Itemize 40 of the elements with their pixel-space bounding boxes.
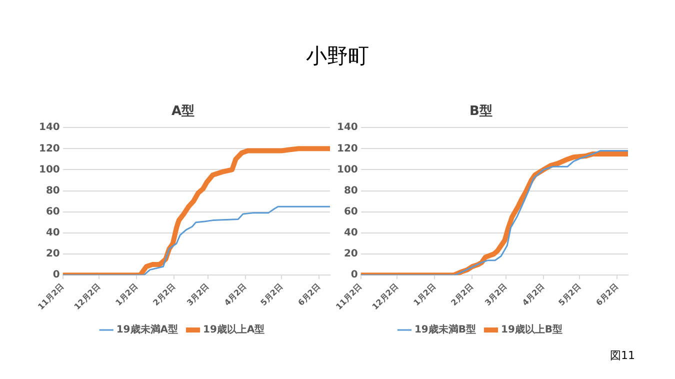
x-tick-label: 11月2日: [36, 282, 66, 312]
legend-label: 19歳以上B型: [501, 324, 563, 336]
x-tick-label: 1月2日: [412, 282, 438, 308]
legend-label: 19歳未満B型: [414, 324, 476, 336]
y-tick-label: 60: [46, 206, 60, 218]
x-tick-label: 1月2日: [114, 282, 140, 308]
y-tick-label: 140: [337, 122, 358, 134]
x-tick-label: 2月2日: [151, 282, 177, 308]
y-tick-label: 40: [46, 228, 60, 239]
y-tick-label: 80: [46, 185, 60, 196]
y-tick-label: 40: [344, 228, 358, 239]
legend-label: 19歳未満A型: [116, 324, 178, 336]
chart-title: 小野町: [305, 43, 370, 70]
y-tick-label: 0: [350, 270, 358, 281]
x-tick-label: 12月2日: [72, 282, 102, 312]
x-tick-label: 4月2日: [222, 282, 248, 308]
y-tick-label: 100: [337, 164, 358, 176]
y-tick-label: 20: [46, 248, 60, 260]
y-tick-label: 100: [39, 164, 60, 176]
caption: 図11: [610, 348, 635, 363]
x-tick-label: 11月2日: [334, 282, 364, 312]
x-tick-label: 12月2日: [370, 282, 400, 312]
y-tick-label: 120: [337, 143, 358, 154]
y-tick-label: 120: [39, 143, 60, 154]
x-tick-label: 3月2日: [483, 282, 509, 308]
y-tick-label: 0: [52, 270, 60, 281]
y-tick-label: 140: [39, 122, 60, 134]
y-tick-label: 60: [344, 206, 358, 218]
chart-subtitle: B型: [470, 104, 492, 120]
y-tick-label: 80: [344, 185, 358, 196]
legend-label: 19歳以上A型: [203, 324, 265, 336]
y-tick-label: 20: [344, 248, 358, 260]
chart-subtitle: A型: [171, 104, 195, 120]
x-tick-label: 4月2日: [520, 282, 546, 308]
x-tick-label: 6月2日: [296, 282, 322, 308]
x-tick-label: 3月2日: [185, 282, 211, 308]
x-tick-label: 6月2日: [594, 282, 620, 308]
x-tick-label: 5月2日: [556, 282, 583, 308]
x-tick-label: 2月2日: [449, 282, 475, 308]
x-tick-label: 5月2日: [258, 282, 285, 308]
